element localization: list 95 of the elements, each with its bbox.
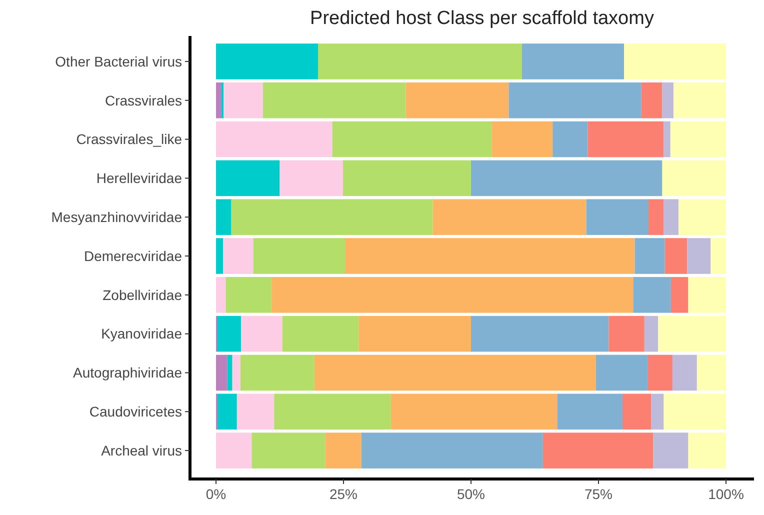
bar <box>406 82 509 118</box>
y-tick-label: Other Bacterial virus <box>55 53 182 70</box>
bar <box>216 199 232 235</box>
bar <box>216 44 318 80</box>
bar <box>345 238 635 274</box>
bar <box>216 238 224 274</box>
bar <box>358 316 471 352</box>
bar <box>664 394 726 430</box>
bar <box>648 199 664 235</box>
bar <box>662 82 674 118</box>
bar <box>651 394 664 430</box>
bar <box>471 316 609 352</box>
y-tick-label: Caudoviricetes <box>89 404 182 420</box>
bar <box>508 82 642 118</box>
bar <box>221 82 224 118</box>
y-tick-label: Archeal virus <box>101 442 182 458</box>
bar <box>633 277 671 313</box>
bar <box>596 354 648 391</box>
bar <box>710 238 726 274</box>
bar <box>664 121 670 158</box>
bar <box>217 316 241 352</box>
bar <box>687 238 711 274</box>
bar <box>662 160 726 196</box>
bar <box>280 160 343 196</box>
y-tick-label: Zobellviridae <box>102 286 182 303</box>
bar <box>696 354 726 391</box>
y-tick-label: Herelleviridae <box>96 170 182 186</box>
bar <box>622 394 652 430</box>
y-tick-label: Kyanoviridae <box>101 326 182 342</box>
bar <box>624 44 726 80</box>
bar <box>216 121 332 158</box>
bar <box>586 199 648 235</box>
bar <box>672 354 697 391</box>
bar <box>670 277 688 313</box>
bar <box>314 354 596 391</box>
bar <box>542 432 654 468</box>
bar <box>253 238 346 274</box>
bar <box>522 44 624 80</box>
x-tick-label: 0% <box>206 486 226 502</box>
bar <box>588 121 664 158</box>
bar <box>216 432 252 468</box>
bar <box>272 277 634 313</box>
y-tick-label: Demerecviridae <box>84 248 182 264</box>
bar <box>641 82 662 118</box>
bar <box>223 238 254 274</box>
bar <box>240 316 282 352</box>
bar <box>218 394 237 430</box>
bar <box>664 238 688 274</box>
bar <box>216 82 222 118</box>
bar <box>653 432 688 468</box>
bar <box>332 121 492 158</box>
bar <box>673 82 726 118</box>
bar <box>608 316 644 352</box>
bar <box>226 277 272 313</box>
bar <box>557 394 622 430</box>
bar <box>634 238 665 274</box>
bar <box>232 354 240 391</box>
bar <box>664 199 679 235</box>
bar <box>678 199 726 235</box>
y-tick-label: Crassvirales_like <box>76 131 182 148</box>
y-tick-label: Crassvirales <box>104 92 182 108</box>
bar <box>688 277 726 313</box>
bar <box>342 160 471 196</box>
bar <box>216 160 280 196</box>
x-tick-label: 50% <box>456 486 486 502</box>
bar <box>318 44 522 80</box>
bar <box>670 121 726 158</box>
bar <box>274 394 391 430</box>
x-tick-label: 25% <box>329 486 358 502</box>
bar <box>658 316 726 352</box>
y-tick-label: Autographiviridae <box>73 364 182 381</box>
bar <box>432 199 586 235</box>
bar <box>552 121 588 158</box>
bar <box>688 432 726 468</box>
bar <box>224 82 263 118</box>
bar <box>471 160 662 196</box>
x-tick-label: 100% <box>708 486 744 502</box>
bar <box>236 394 274 430</box>
bar <box>216 354 228 391</box>
bar <box>252 432 326 468</box>
bar <box>231 199 433 235</box>
bar <box>262 82 406 118</box>
bar <box>644 316 658 352</box>
bar <box>390 394 558 430</box>
y-tick-label: Mesyanzhinovviridae <box>51 208 182 225</box>
bar <box>240 354 314 391</box>
bar <box>216 277 226 313</box>
bar <box>282 316 359 352</box>
bar <box>361 432 543 468</box>
x-tick-label: 75% <box>584 486 613 502</box>
bar <box>227 354 232 391</box>
bar <box>325 432 362 468</box>
bar <box>492 121 553 158</box>
bar <box>648 354 672 391</box>
chart-title: Predicted host Class per scaffold taxomy <box>310 8 654 29</box>
